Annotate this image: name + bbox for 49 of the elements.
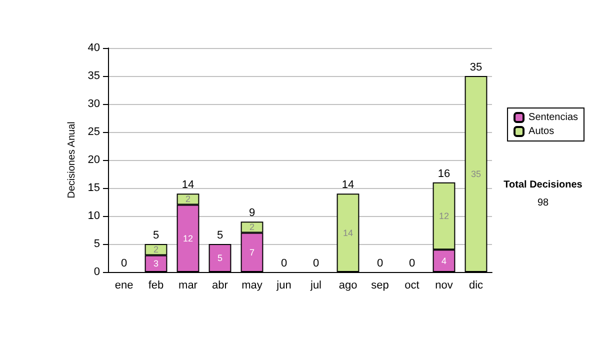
y-tick-label: 0 [94,266,100,278]
x-tick-label: ene [114,280,134,292]
data-label: 2 [185,194,191,204]
total-label: 5 [152,230,160,242]
y-tick-label: 35 [88,70,100,82]
y-tick-label: 10 [88,210,100,222]
y-tick-label: 5 [94,238,100,250]
data-label: 2 [249,222,255,232]
y-tick-label: 20 [88,154,100,166]
y-tick-label: 15 [88,182,100,194]
data-label: 7 [249,247,255,258]
total-label: 35 [470,62,482,74]
total-label: 5 [216,230,224,242]
total-label: 14 [182,179,194,192]
x-tick-label: abr [212,280,228,292]
x-tick-label: jul [309,280,322,292]
x-tick-label: nov [435,280,454,292]
data-label: 2 [153,244,159,255]
total-label: 9 [248,207,256,220]
y-axis-title: Decisiones Anual [66,122,78,198]
data-label: 5 [217,253,223,263]
y-tick-label: 30 [88,98,100,110]
y-tick-label: 25 [88,126,100,138]
data-label: 14 [342,228,354,238]
x-tick-label: ago [338,280,358,292]
data-label: 35 [470,169,482,179]
total-label: 0 [376,258,384,270]
x-tick-label: dic [468,280,484,292]
total-label: 0 [120,258,128,270]
total-label: 0 [280,258,288,270]
data-label: 4 [441,256,447,266]
x-tick-label: oct [404,280,420,292]
y-tick-label: 40 [88,42,100,54]
total-label: 16 [438,168,450,180]
x-tick-label: may [242,280,263,292]
total-label: 0 [408,258,416,270]
text: Total Decisiones [504,180,583,190]
data-label: 3 [153,258,159,269]
text: 98 [537,198,549,208]
total-label: 14 [342,179,354,192]
legend-label: Autos [528,126,554,137]
x-tick-label: sep [371,280,389,292]
data-label: 12 [182,233,194,244]
x-tick-label: feb [148,280,164,292]
x-tick-label: jun [276,280,292,292]
legend-label: Sentencias [528,112,578,123]
x-tick-label: mar [178,280,198,292]
data-label: 12 [438,211,450,221]
total-label: 0 [312,258,320,270]
